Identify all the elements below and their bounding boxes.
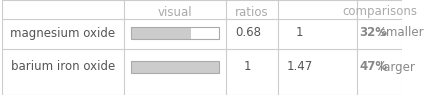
Text: smaller: smaller	[376, 27, 424, 40]
Text: 47%: 47%	[359, 61, 387, 74]
Text: 1: 1	[296, 27, 303, 40]
Text: 1: 1	[244, 61, 252, 74]
Text: 32%: 32%	[359, 27, 387, 40]
Bar	[131, 61, 219, 73]
Text: ratios: ratios	[235, 6, 268, 19]
Text: visual: visual	[158, 6, 192, 19]
Bar	[131, 27, 191, 39]
Bar	[131, 61, 219, 73]
Bar	[191, 27, 219, 39]
Text: 0.68: 0.68	[235, 27, 261, 40]
Text: barium iron oxide: barium iron oxide	[11, 61, 115, 74]
Text: comparisons: comparisons	[342, 6, 417, 19]
Text: magnesium oxide: magnesium oxide	[10, 27, 116, 40]
Bar	[131, 27, 219, 39]
Text: 1.47: 1.47	[286, 61, 312, 74]
Text: larger: larger	[376, 61, 415, 74]
